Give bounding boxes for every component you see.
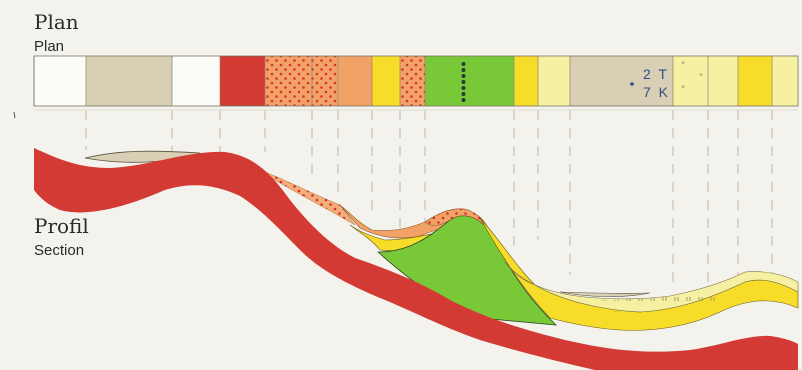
map-unit-dark-dot [461, 68, 466, 72]
map-unit-dot-pattern [400, 56, 425, 106]
map-unit-dark-dot [461, 98, 466, 102]
map-unit-dark-dot [461, 62, 466, 66]
map-unit-dot-pattern [312, 56, 338, 106]
map-unit-pale-yellow [708, 56, 738, 106]
pale-yellow-band [504, 261, 799, 313]
guide-lines [34, 109, 798, 300]
map-unit-pale-yellow [538, 56, 570, 106]
red-band [34, 148, 798, 370]
map-strip-border [33, 55, 799, 107]
map-unit-white [172, 56, 220, 106]
pale-yellow-ticks [600, 290, 720, 312]
cross-section [34, 148, 799, 370]
map-unit-pale-yellow [772, 56, 798, 106]
annotation-dot [630, 82, 634, 86]
map-unit-red [220, 56, 265, 106]
map-unit-taupe [570, 56, 673, 106]
map-strip: " " " [33, 55, 799, 107]
map-unit-yellow [738, 56, 772, 106]
plan-title-german: Plan [34, 10, 79, 34]
taupe-thin-right [559, 291, 651, 297]
stray-mark [13, 111, 16, 119]
map-unit-tick-mark: " [681, 61, 685, 71]
map-unit-pale-yellow [673, 56, 708, 106]
map-unit-tick-mark: " [681, 85, 685, 95]
map-unit-dark-dot [461, 74, 466, 78]
orange-dot-overlay [265, 172, 355, 225]
annotation-7k: 7 K [643, 84, 671, 100]
section-title-english: Section [34, 242, 85, 259]
map-unit-yellow [514, 56, 538, 106]
map-unit-dark-dot [461, 80, 466, 84]
map-unit-dot-pattern [265, 56, 312, 106]
map-unit-green [425, 56, 514, 106]
plan-title-english: Plan [34, 38, 65, 55]
map-unit-yellow [372, 56, 400, 106]
map-unit-white [34, 56, 86, 106]
map-unit-dark-dot [461, 92, 466, 96]
green-cap-dots [425, 208, 490, 232]
section-title-german: Profil [34, 214, 89, 238]
map-unit-orange [338, 56, 372, 106]
map-unit-dark-dot [461, 86, 466, 90]
annotation-2t: 2 T [643, 66, 669, 82]
map-unit-tick-mark: " [699, 73, 703, 83]
map-unit-taupe [86, 56, 172, 106]
